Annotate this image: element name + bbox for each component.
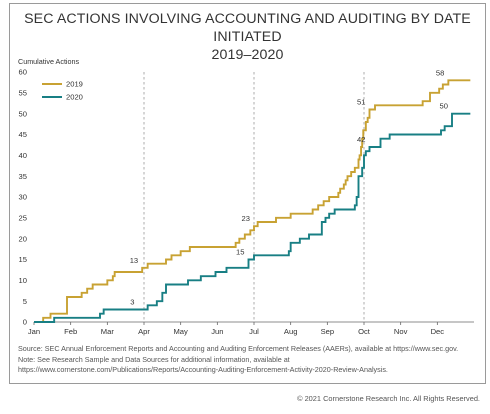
- data-label: 42: [357, 135, 365, 144]
- x-tick-label: Nov: [394, 327, 408, 336]
- chart-title-line-1: SEC ACTIONS INVOLVING ACCOUNTING AND AUD…: [24, 11, 471, 45]
- data-label: 3: [130, 298, 134, 307]
- x-tick-label: Jul: [249, 327, 259, 336]
- x-tick-label: Jan: [28, 327, 40, 336]
- data-label: 13: [130, 256, 138, 265]
- data-label: 23: [242, 214, 250, 223]
- source-line-3: https://www.cornerstone.com/Publications…: [18, 365, 388, 375]
- x-tick-label: Aug: [284, 327, 298, 336]
- x-tick-label: Jun: [211, 327, 223, 336]
- chart-title: SEC ACTIONS INVOLVING ACCOUNTING AND AUD…: [9, 10, 486, 64]
- data-label: 51: [357, 98, 365, 107]
- y-axis-label: Cumulative Actions: [18, 57, 80, 66]
- y-tick-label: 35: [19, 172, 27, 181]
- y-tick-label: 45: [19, 130, 27, 139]
- y-tick-label: 15: [19, 255, 27, 264]
- series-line-2019: [34, 79, 471, 323]
- chart-title-line-2: 2019–2020: [211, 47, 284, 63]
- data-label: 15: [236, 248, 244, 257]
- x-tick-label: Sep: [321, 327, 335, 336]
- chart-frame: [9, 3, 486, 384]
- series-line-2020: [34, 112, 471, 323]
- source-line-2: Note: See Research Sample and Data Sourc…: [18, 354, 290, 364]
- y-tick-label: 30: [19, 193, 27, 202]
- y-tick-label: 10: [19, 276, 27, 285]
- data-label: 58: [436, 68, 444, 77]
- legend-label-2019: 2019: [66, 80, 83, 89]
- legend-label-2020: 2020: [66, 93, 83, 102]
- y-tick-label: 0: [23, 318, 27, 327]
- data-label: 50: [440, 102, 448, 111]
- y-tick-label: 60: [19, 68, 27, 77]
- x-tick-label: May: [173, 327, 188, 336]
- y-tick-label: 25: [19, 213, 27, 222]
- x-tick-label: Feb: [64, 327, 77, 336]
- y-tick-label: 55: [19, 88, 27, 97]
- x-tick-label: Dec: [431, 327, 445, 336]
- y-tick-label: 50: [19, 109, 27, 118]
- x-tick-label: Apr: [138, 327, 150, 336]
- source-note: Source: SEC Annual Enforcement Reports a…: [18, 344, 483, 376]
- copyright-text: © 2021 Cornerstone Research Inc. All Rig…: [297, 394, 480, 403]
- y-tick-label: 20: [19, 234, 27, 243]
- y-tick-label: 5: [23, 297, 27, 306]
- source-line-1: Source: SEC Annual Enforcement Reports a…: [18, 344, 459, 353]
- x-tick-label: Mar: [101, 327, 115, 336]
- x-tick-label: Oct: [358, 327, 371, 336]
- y-tick-label: 40: [19, 151, 27, 160]
